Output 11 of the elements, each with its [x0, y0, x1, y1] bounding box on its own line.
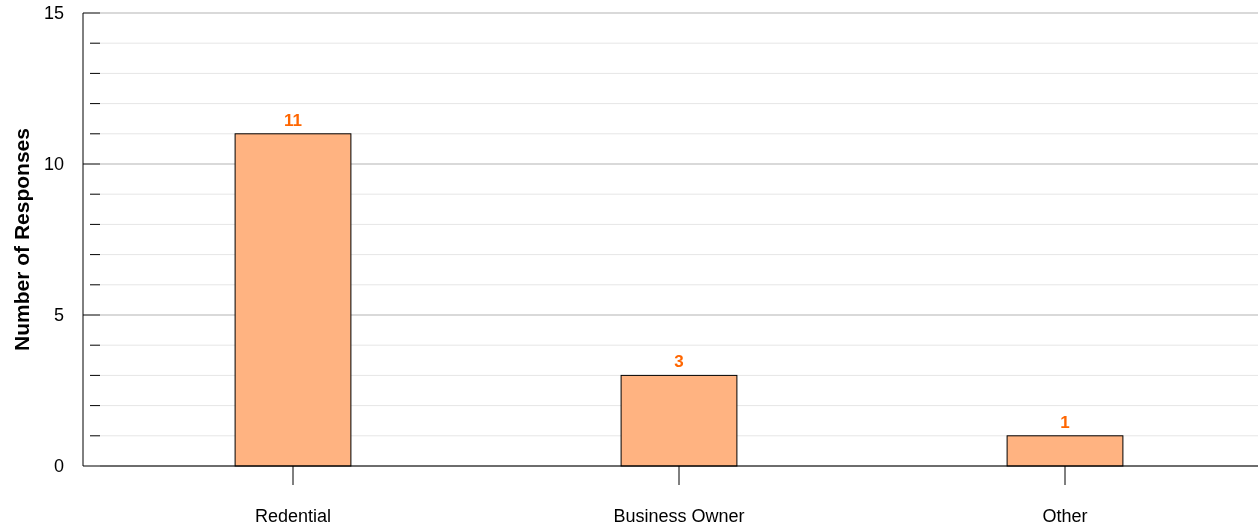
data-label: 3: [674, 352, 684, 372]
data-label: 11: [284, 110, 302, 130]
y-tick-label: 0: [53, 456, 64, 477]
y-axis-title: Number of Responses: [10, 128, 34, 351]
y-tick-label: 5: [53, 305, 64, 326]
x-tick-label: Other: [1042, 506, 1088, 526]
x-tick-label: Business Owner: [613, 506, 745, 526]
data-label: 1: [1060, 412, 1070, 432]
y-tick-label: 15: [43, 3, 64, 24]
x-tick-label: Redential: [254, 506, 332, 526]
y-tick-label: 10: [43, 154, 64, 175]
